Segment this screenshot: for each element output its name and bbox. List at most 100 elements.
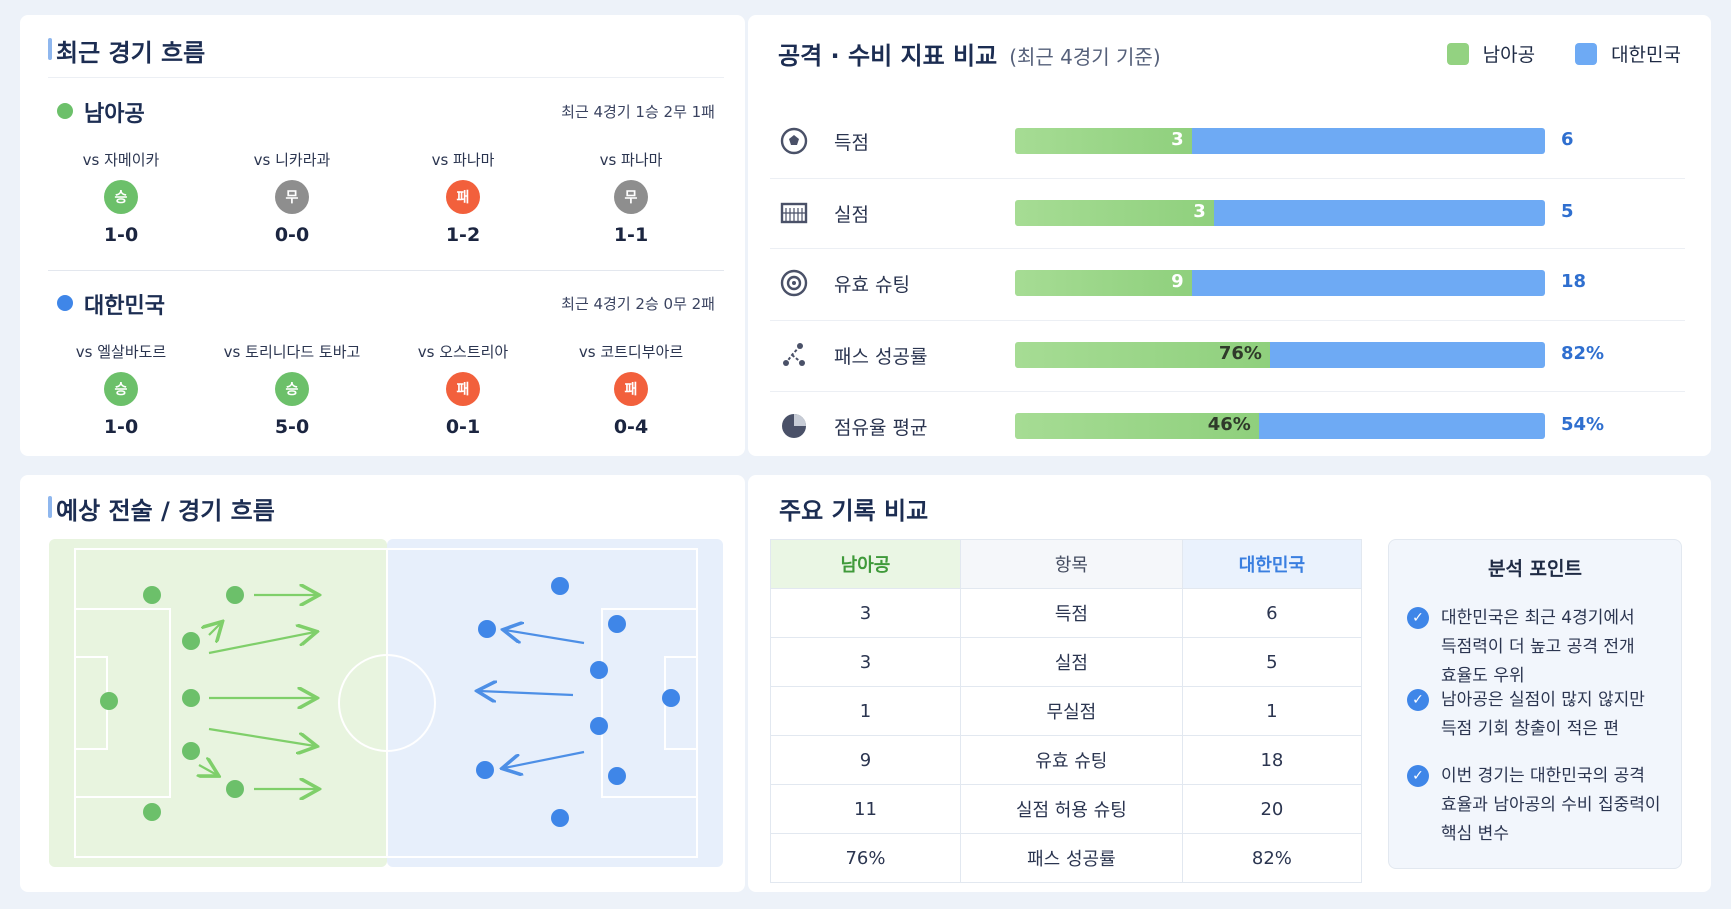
table-cell: 3 [770,588,961,638]
records-card: 주요 기록 비교 남아공 항목 대한민국 3 득점 6 3 실점 5 1 무실점 1 9 유효 슈팅 18 1… [748,475,1711,892]
away-bar [1258,413,1545,439]
table-row: 9 유효 슈팅 18 [770,735,1363,785]
recent-title: 최근 경기 흐름 [56,39,206,67]
table-cell: 패스 성공률 [959,833,1183,883]
opponent: vs 오스트리아 [417,343,509,361]
metric-label: 득점 [834,132,869,154]
analysis-point: ✓ 이번 경기는 대한민국의 공격 효율과 남아공의 수비 집중력이 핵심 변수 [1407,762,1667,849]
check-icon: ✓ [1407,607,1429,629]
table-cell: 6 [1181,588,1363,638]
away-bar [1191,128,1545,154]
result-badge: 승 [275,372,309,406]
table-row: 3 실점 5 [770,637,1363,687]
team-name: 남아공 [84,102,145,127]
accent [48,496,52,518]
opponent: vs 코트디부아르 [578,343,684,361]
away-value: 18 [1561,271,1587,292]
away-value: 6 [1561,129,1574,150]
team-dot [57,103,73,119]
metric-icon [780,269,808,297]
legend-label: 대한민국 [1611,44,1681,66]
accent [48,38,52,60]
home-bar [1015,342,1270,368]
opponent: vs 엘살바도르 [75,343,167,361]
score: 5-0 [274,416,310,438]
away-bar [1269,342,1545,368]
analysis-title: 분석 포인트 [1487,558,1582,580]
records-table: 남아공 항목 대한민국 3 득점 6 3 실점 5 1 무실점 1 9 유효 슈팅 18 11 실점 허용 슈팅… [770,539,1363,883]
table-cell: 5 [1181,637,1363,687]
away-value: 54% [1561,414,1605,435]
legend-label: 남아공 [1482,44,1536,66]
header-cell: 대한민국 [1181,539,1363,589]
result-badge: 무 [275,180,309,214]
tactics-title: 예상 전술 / 경기 흐름 [56,497,275,525]
opponent: vs 자메이카 [82,151,160,169]
result-badge: 무 [614,180,648,214]
legend-item: 남아공 [1446,40,1536,67]
opponent: vs 토리니다드 토바고 [223,343,361,361]
home-bar [1015,200,1214,226]
away-value: 82% [1561,343,1605,364]
point-text: 대한민국은 최근 4경기에서 득점력이 더 높고 공격 전개 효율도 우위 [1441,608,1635,686]
home-value: 3 [1193,201,1206,222]
metric-label: 점유율 평균 [834,417,928,439]
divider [48,270,724,271]
table-cell: 3 [770,637,961,687]
legend-swatch [1575,42,1598,65]
header-cell: 항목 [959,539,1183,589]
result-badge: 승 [104,372,138,406]
metrics-card: 공격 · 수비 지표 비교 (최근 4경기 기준) 남아공 대한민국 득점 3 6 실점 3 5 유… [748,15,1711,456]
score: 1-0 [103,224,139,246]
records-title: 주요 기록 비교 [779,497,929,525]
metrics-subtitle: (최근 4경기 기준) [1009,45,1161,69]
home-value: 3 [1171,129,1184,150]
opponent: vs 니카라과 [253,151,331,169]
result-badge: 패 [446,372,480,406]
score: 0-0 [274,224,310,246]
point-text: 이번 경기는 대한민국의 공격 효율과 남아공의 수비 집중력이 핵심 변수 [1441,766,1661,844]
table-cell: 무실점 [959,686,1183,736]
metric-label: 유효 슈팅 [834,274,910,296]
header-row: 남아공 항목 대한민국 [770,539,1363,589]
analysis-point: ✓ 남아공은 실점이 많지 않지만 득점 기회 창출이 적은 편 [1407,686,1667,744]
tactics-card: 예상 전술 / 경기 흐름 [20,475,745,892]
row-divider [770,320,1685,321]
metric-icon [782,414,806,438]
point-text: 남아공은 실점이 많지 않지만 득점 기회 창출이 적은 편 [1441,690,1645,739]
pitch [49,539,723,867]
away-bar [1191,270,1545,296]
table-cell: 20 [1181,784,1363,834]
home-bar [1015,270,1192,296]
opponent: vs 파나마 [599,151,663,169]
metric-label: 패스 성공률 [834,346,928,368]
table-cell: 1 [1181,686,1363,736]
row-divider [770,391,1685,392]
divider [48,77,724,78]
score: 1-0 [103,416,139,438]
home-bar [1015,413,1259,439]
row-divider [770,248,1685,249]
table-cell: 득점 [959,588,1183,638]
home-value: 46% [1207,414,1251,435]
table-row: 3 득점 6 [770,588,1363,638]
header-cell: 남아공 [770,539,961,589]
legend-swatch [1446,42,1469,65]
score: 0-4 [613,416,649,438]
home-bar [1015,128,1192,154]
result-badge: 패 [446,180,480,214]
legend-item: 대한민국 [1575,40,1681,67]
opponent: vs 파나마 [431,151,495,169]
result-badge: 패 [614,372,648,406]
metric-icon [780,202,808,224]
team-dot [57,295,73,311]
table-cell: 1 [770,686,961,736]
table-row: 1 무실점 1 [770,686,1363,736]
table-row: 76% 패스 성공률 82% [770,833,1363,883]
metric-label: 실점 [834,204,869,226]
home-value: 76% [1218,343,1262,364]
table-cell: 실점 [959,637,1183,687]
table-cell: 82% [1181,833,1363,883]
away-bar [1213,200,1545,226]
